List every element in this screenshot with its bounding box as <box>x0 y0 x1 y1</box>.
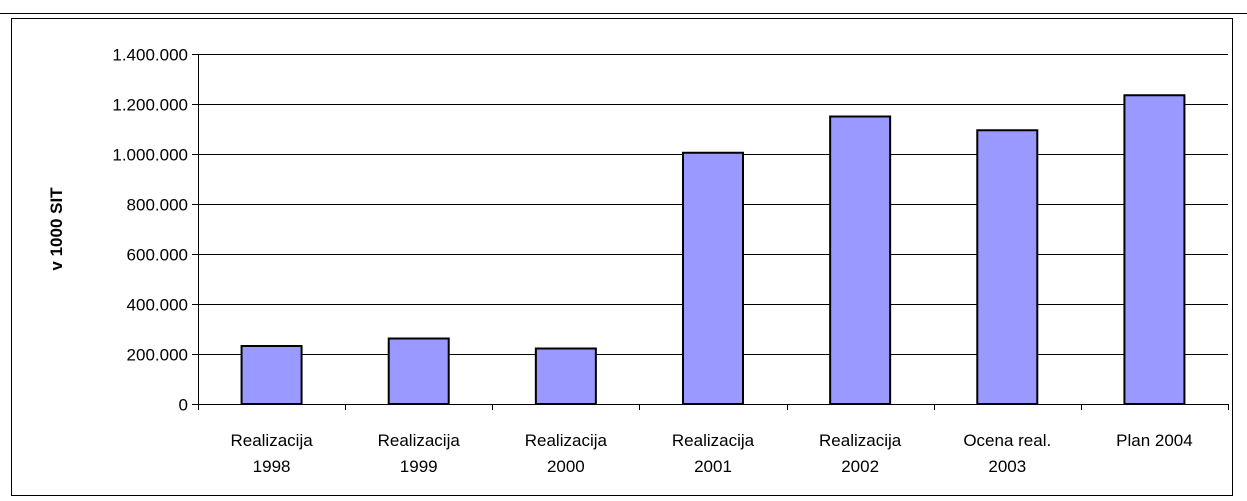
x-tick-label: Realizacija 2001 <box>672 431 755 476</box>
y-tick-label: 400.000 <box>127 296 188 315</box>
x-tick-label: Realizacija 1998 <box>230 431 313 476</box>
x-tick-label: Realizacija 2000 <box>525 431 608 476</box>
x-tick-label: Plan 2004 <box>1116 431 1193 450</box>
bar <box>1123 94 1186 405</box>
y-tick-label: 1.400.000 <box>112 46 188 65</box>
x-tick-labels: Realizacija 1998 Realizacija 1999 Realizacij… <box>230 431 1192 476</box>
x-tick-label: Ocena real. 2003 <box>963 431 1051 476</box>
y-tick-label: 1.200.000 <box>112 96 188 115</box>
chart-frame <box>11 18 1233 496</box>
bar <box>534 347 597 405</box>
y-tick-label: 0 <box>179 396 188 415</box>
bar <box>829 115 892 405</box>
y-tick-label: 600.000 <box>127 246 188 265</box>
bar <box>976 129 1039 405</box>
x-tick-label: Realizacija 2002 <box>819 431 902 476</box>
axes <box>192 54 1229 410</box>
y-tick-label: 1.000.000 <box>112 146 188 165</box>
x-tick-label: Realizacija 1999 <box>378 431 461 476</box>
y-axis-label: v 1000 SIT <box>47 187 66 271</box>
y-tick-label: 200.000 <box>127 346 188 365</box>
top-rule <box>0 13 1247 14</box>
y-tick-labels: 0 200.000 400.000 600.000 800.000 1.000.000 1.… <box>112 46 188 415</box>
bar <box>387 337 450 405</box>
bars <box>240 94 1186 405</box>
bar <box>682 151 744 405</box>
bar <box>240 345 303 405</box>
y-tick-label: 800.000 <box>127 196 188 215</box>
